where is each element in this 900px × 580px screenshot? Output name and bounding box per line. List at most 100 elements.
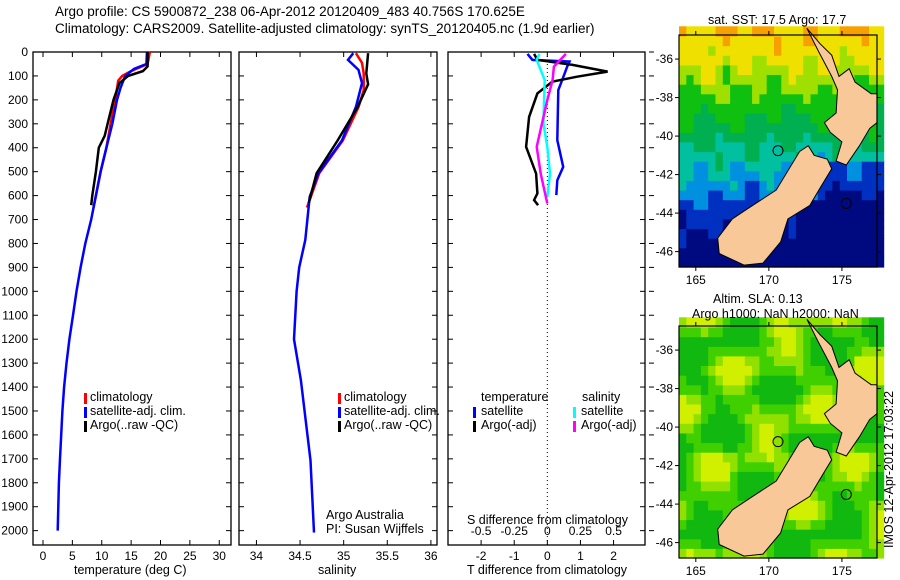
map-cell [854,209,863,220]
map-cell [759,432,768,444]
map-cell [774,64,782,75]
map-cell [839,461,848,472]
map-cell [700,113,709,124]
map-cell [722,384,731,395]
map-cell [700,55,709,66]
series-line-s-satellite [535,53,552,197]
map-cell [825,170,833,181]
map-cell [803,423,812,434]
x-tick-label: 36 [424,549,438,563]
map-cell [730,132,738,143]
map-cell [847,209,855,220]
map-cell [686,238,695,249]
map-cell [730,548,738,559]
map-cell [774,45,782,56]
map-cell [817,384,826,395]
credit-line-1: Argo Australia [326,508,404,522]
map-cell [817,529,826,540]
map-cell [744,317,753,328]
map-cell [715,132,724,143]
map-cell [686,471,695,482]
map-cell [832,346,841,357]
map-cell [759,113,768,124]
map-cell [686,384,695,395]
x-tick-label: 10 [95,549,109,563]
map-cell [869,74,877,85]
map-cell [788,141,797,153]
imos-timestamp: IMOS 12-Apr-2012 17:03:22 [882,390,896,548]
map-cell [869,509,877,521]
map-cell [854,36,863,47]
map-cell [869,199,877,210]
depth-tick-label: 1400 [1,380,28,394]
map-cell [832,500,841,511]
map-cell [708,509,717,521]
map-cell [810,548,819,559]
map-cell [854,45,863,56]
map-cell [730,355,738,366]
map-cell [854,199,863,210]
seamount-contour [840,197,852,209]
map-cell [781,113,790,124]
map-cell [869,365,877,376]
map-cell [686,74,695,85]
s-diff-tick-label: 0.5 [605,524,622,538]
map-lat-label: -38 [656,91,674,105]
map-cell [730,36,738,47]
map-cell [679,209,687,220]
map-cell [825,490,833,501]
map-cell [847,247,855,258]
map-cell [686,327,695,338]
map-cell [679,141,687,153]
series-line-argo-raw-qc- [307,53,370,204]
map-cell [876,36,885,47]
map-cell [876,500,885,511]
map-cell [839,228,848,239]
map-cell [832,93,841,104]
map-sst [679,26,885,268]
map-cell [876,519,885,530]
map-cell [737,375,746,386]
map-cell [854,247,863,258]
map-cell [722,327,731,338]
map-cell [686,355,695,366]
map-cell [766,423,775,434]
map-cell [869,461,877,472]
map-cell [869,548,877,559]
map-cell [766,432,775,444]
map-cell [700,209,709,220]
map-cell [686,228,695,239]
map-cell [788,84,797,95]
map-cell [700,519,709,530]
map-cell [839,452,848,463]
map-cell [839,481,848,492]
map-cell [737,151,746,162]
map-cell [803,336,812,347]
map-cell [752,113,760,124]
map-cell [861,180,870,191]
map-cell [744,461,753,472]
map-cell [869,238,877,249]
map-cell [781,45,790,56]
map-cell [876,151,885,162]
map-cell [693,122,702,133]
map-cell [774,93,782,104]
map-cell [803,238,812,249]
map-cell [693,346,702,357]
map-cell [752,151,760,162]
map-cell [795,247,804,258]
map-cell [693,132,702,143]
map-cell [803,365,812,376]
x-tick-label: 35 [337,549,351,563]
map-cell [869,471,877,482]
map-cell [832,336,841,347]
depth-tick-label: 900 [8,260,28,274]
map-cell [781,327,790,338]
map-cell [679,548,687,559]
map-cell [744,481,753,492]
map-cell [752,36,760,47]
map-cell [774,538,782,549]
map-lon-label: 165 [686,273,706,287]
map-cell [693,228,702,239]
map-cell [832,247,841,258]
